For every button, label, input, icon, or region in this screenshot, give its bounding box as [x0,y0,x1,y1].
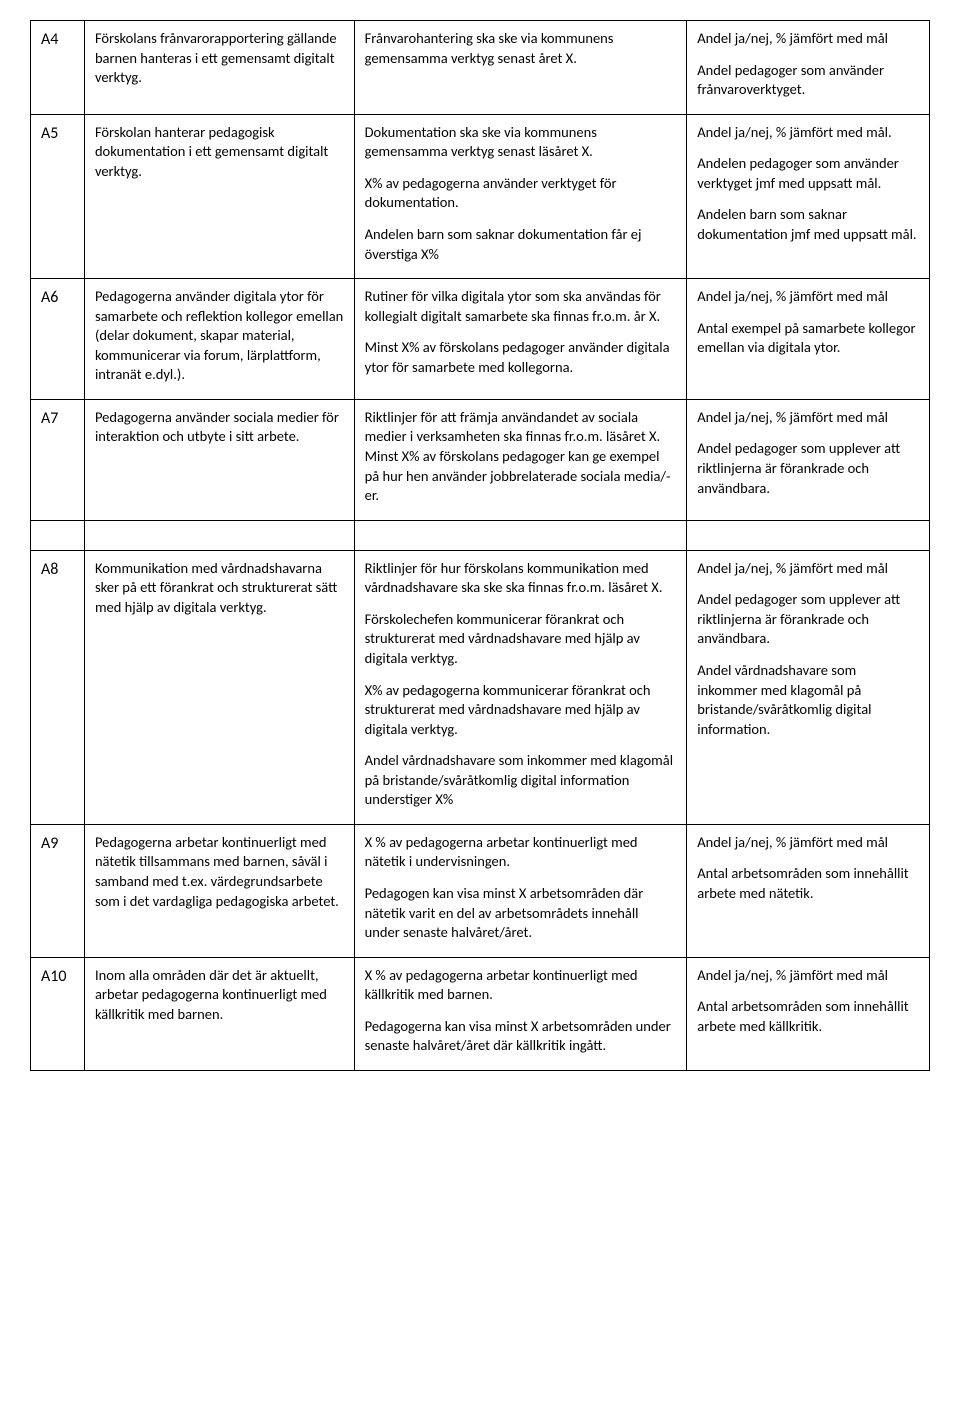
measurement-cell-paragraph: Andel ja/nej, % jämfört med mål [697,833,919,853]
table-row: A6Pedagogerna använder digitala ytor för… [31,279,930,400]
goal-cell: X % av pedagogerna arbetar kontinuerligt… [354,957,687,1070]
measurement-cell-paragraph: Andel vårdnadshavare som inkommer med kl… [697,661,919,739]
goal-cell: Riktlinjer för hur förskolans kommunikat… [354,550,687,824]
measurement-cell-paragraph: Andel ja/nej, % jämfört med mål [697,966,919,986]
goal-cell-paragraph: Rutiner för vilka digitala ytor som ska … [365,287,677,326]
table-row: A8Kommunikation med vårdnadshavarna sker… [31,550,930,824]
measurement-cell-paragraph: Andel ja/nej, % jämfört med mål [697,559,919,579]
spacer-cell [354,520,687,550]
measurement-cell-paragraph: Andelen barn som saknar dokumentation jm… [697,205,919,244]
measurement-cell-paragraph: Antal arbetsområden som innehållit arbet… [697,864,919,903]
row-id: A10 [31,957,85,1070]
goal-cell: Riktlinjer för att främja användandet av… [354,399,687,520]
goal-cell-paragraph: Andelen barn som saknar dokumentation få… [365,225,677,264]
description-cell: Inom alla områden där det är aktuellt, a… [84,957,354,1070]
goal-cell-paragraph: X % av pedagogerna arbetar kontinuerligt… [365,833,677,872]
table-row: A10Inom alla områden där det är aktuellt… [31,957,930,1070]
description-cell-paragraph: Inom alla områden där det är aktuellt, a… [95,966,344,1025]
table-row: A5Förskolan hanterar pedagogisk dokument… [31,114,930,278]
criteria-table: A4Förskolans frånvarorapportering gällan… [30,20,930,1071]
description-cell-paragraph: Pedagogerna arbetar kontinuerligt med nä… [95,833,344,911]
spacer-row [31,520,930,550]
description-cell: Kommunikation med vårdnadshavarna sker p… [84,550,354,824]
measurement-cell: Andel ja/nej, % jämfört med mål Andel ped… [687,21,930,115]
description-cell: Pedagogerna arbetar kontinuerligt med nä… [84,824,354,957]
table-row: A9Pedagogerna arbetar kontinuerligt med … [31,824,930,957]
description-cell: Förskolans frånvarorapportering gällande… [84,21,354,115]
goal-cell: X % av pedagogerna arbetar kontinuerligt… [354,824,687,957]
measurement-cell-paragraph: Andel ja/nej, % jämfört med mål [697,287,919,307]
measurement-cell-paragraph: Andelen pedagoger som använder verktyget… [697,154,919,193]
measurement-cell: Andel ja/nej, % jämfört med mål Andel ped… [687,399,930,520]
measurement-cell-paragraph: Andel pedagoger som använder frånvarover… [697,61,919,100]
description-cell: Förskolan hanterar pedagogisk dokumentat… [84,114,354,278]
measurement-cell: Andel ja/nej, % jämfört med mål Antal arb… [687,957,930,1070]
goal-cell-paragraph: X% av pedagogerna kommunicerar förankrat… [365,681,677,740]
row-id: A8 [31,550,85,824]
goal-cell-paragraph: Riktlinjer för hur förskolans kommunikat… [365,559,677,598]
row-id: A4 [31,21,85,115]
goal-cell-paragraph: X% av pedagogerna använder verktyget för… [365,174,677,213]
row-id: A7 [31,399,85,520]
description-cell: Pedagogerna använder digitala ytor för s… [84,279,354,400]
goal-cell-paragraph: Förskolechefen kommunicerar förankrat oc… [365,610,677,669]
goal-cell-paragraph: Riktlinjer för att främja användandet av… [365,408,677,506]
description-cell-paragraph: Förskolans frånvarorapportering gällande… [95,29,344,88]
measurement-cell-paragraph: Andel pedagoger som upplever att riktlin… [697,439,919,498]
row-id: A6 [31,279,85,400]
measurement-cell-paragraph: Andel ja/nej, % jämfört med mål [697,29,919,49]
goal-cell: Rutiner för vilka digitala ytor som ska … [354,279,687,400]
spacer-cell [31,520,85,550]
description-cell: Pedagogerna använder sociala medier för … [84,399,354,520]
description-cell-paragraph: Förskolan hanterar pedagogisk dokumentat… [95,123,344,182]
description-cell-paragraph: Pedagogerna använder digitala ytor för s… [95,287,344,385]
goal-cell-paragraph: Andel vårdnadshavare som inkommer med kl… [365,751,677,810]
measurement-cell: Andel ja/nej, % jämfört med mål Andel ped… [687,550,930,824]
table-row: A4Förskolans frånvarorapportering gällan… [31,21,930,115]
table-row: A7 Pedagogerna använder sociala medier fö… [31,399,930,520]
measurement-cell-paragraph: Andel ja/nej, % jämfört med mål [697,408,919,428]
measurement-cell-paragraph: Antal exempel på samarbete kollegor emel… [697,319,919,358]
measurement-cell: Andel ja/nej, % jämfört med mål Antal arb… [687,824,930,957]
description-cell-paragraph: Pedagogerna använder sociala medier för … [95,408,344,447]
goal-cell-paragraph: Dokumentation ska ske via kommunens geme… [365,123,677,162]
goal-cell: Dokumentation ska ske via kommunens geme… [354,114,687,278]
goal-cell-paragraph: X % av pedagogerna arbetar kontinuerligt… [365,966,677,1005]
goal-cell-paragraph: Frånvarohantering ska ske via kommunens … [365,29,677,68]
measurement-cell: Andel ja/nej, % jämfört med mål Antal exe… [687,279,930,400]
measurement-cell-paragraph: Andel ja/nej, % jämfört med mål. [697,123,919,143]
spacer-cell [84,520,354,550]
measurement-cell-paragraph: Andel pedagoger som upplever att riktlin… [697,590,919,649]
goal-cell-paragraph: Pedagogerna kan visa minst X arbetsområd… [365,1017,677,1056]
row-id: A5 [31,114,85,278]
measurement-cell-paragraph: Antal arbetsområden som innehållit arbet… [697,997,919,1036]
measurement-cell: Andel ja/nej, % jämfört med mål. Andelen … [687,114,930,278]
row-id: A9 [31,824,85,957]
goal-cell: Frånvarohantering ska ske via kommunens … [354,21,687,115]
goal-cell-paragraph: Minst X% av förskolans pedagoger använde… [365,338,677,377]
goal-cell-paragraph: Pedagogen kan visa minst X arbetsområden… [365,884,677,943]
description-cell-paragraph: Kommunikation med vårdnadshavarna sker p… [95,559,344,618]
spacer-cell [687,520,930,550]
